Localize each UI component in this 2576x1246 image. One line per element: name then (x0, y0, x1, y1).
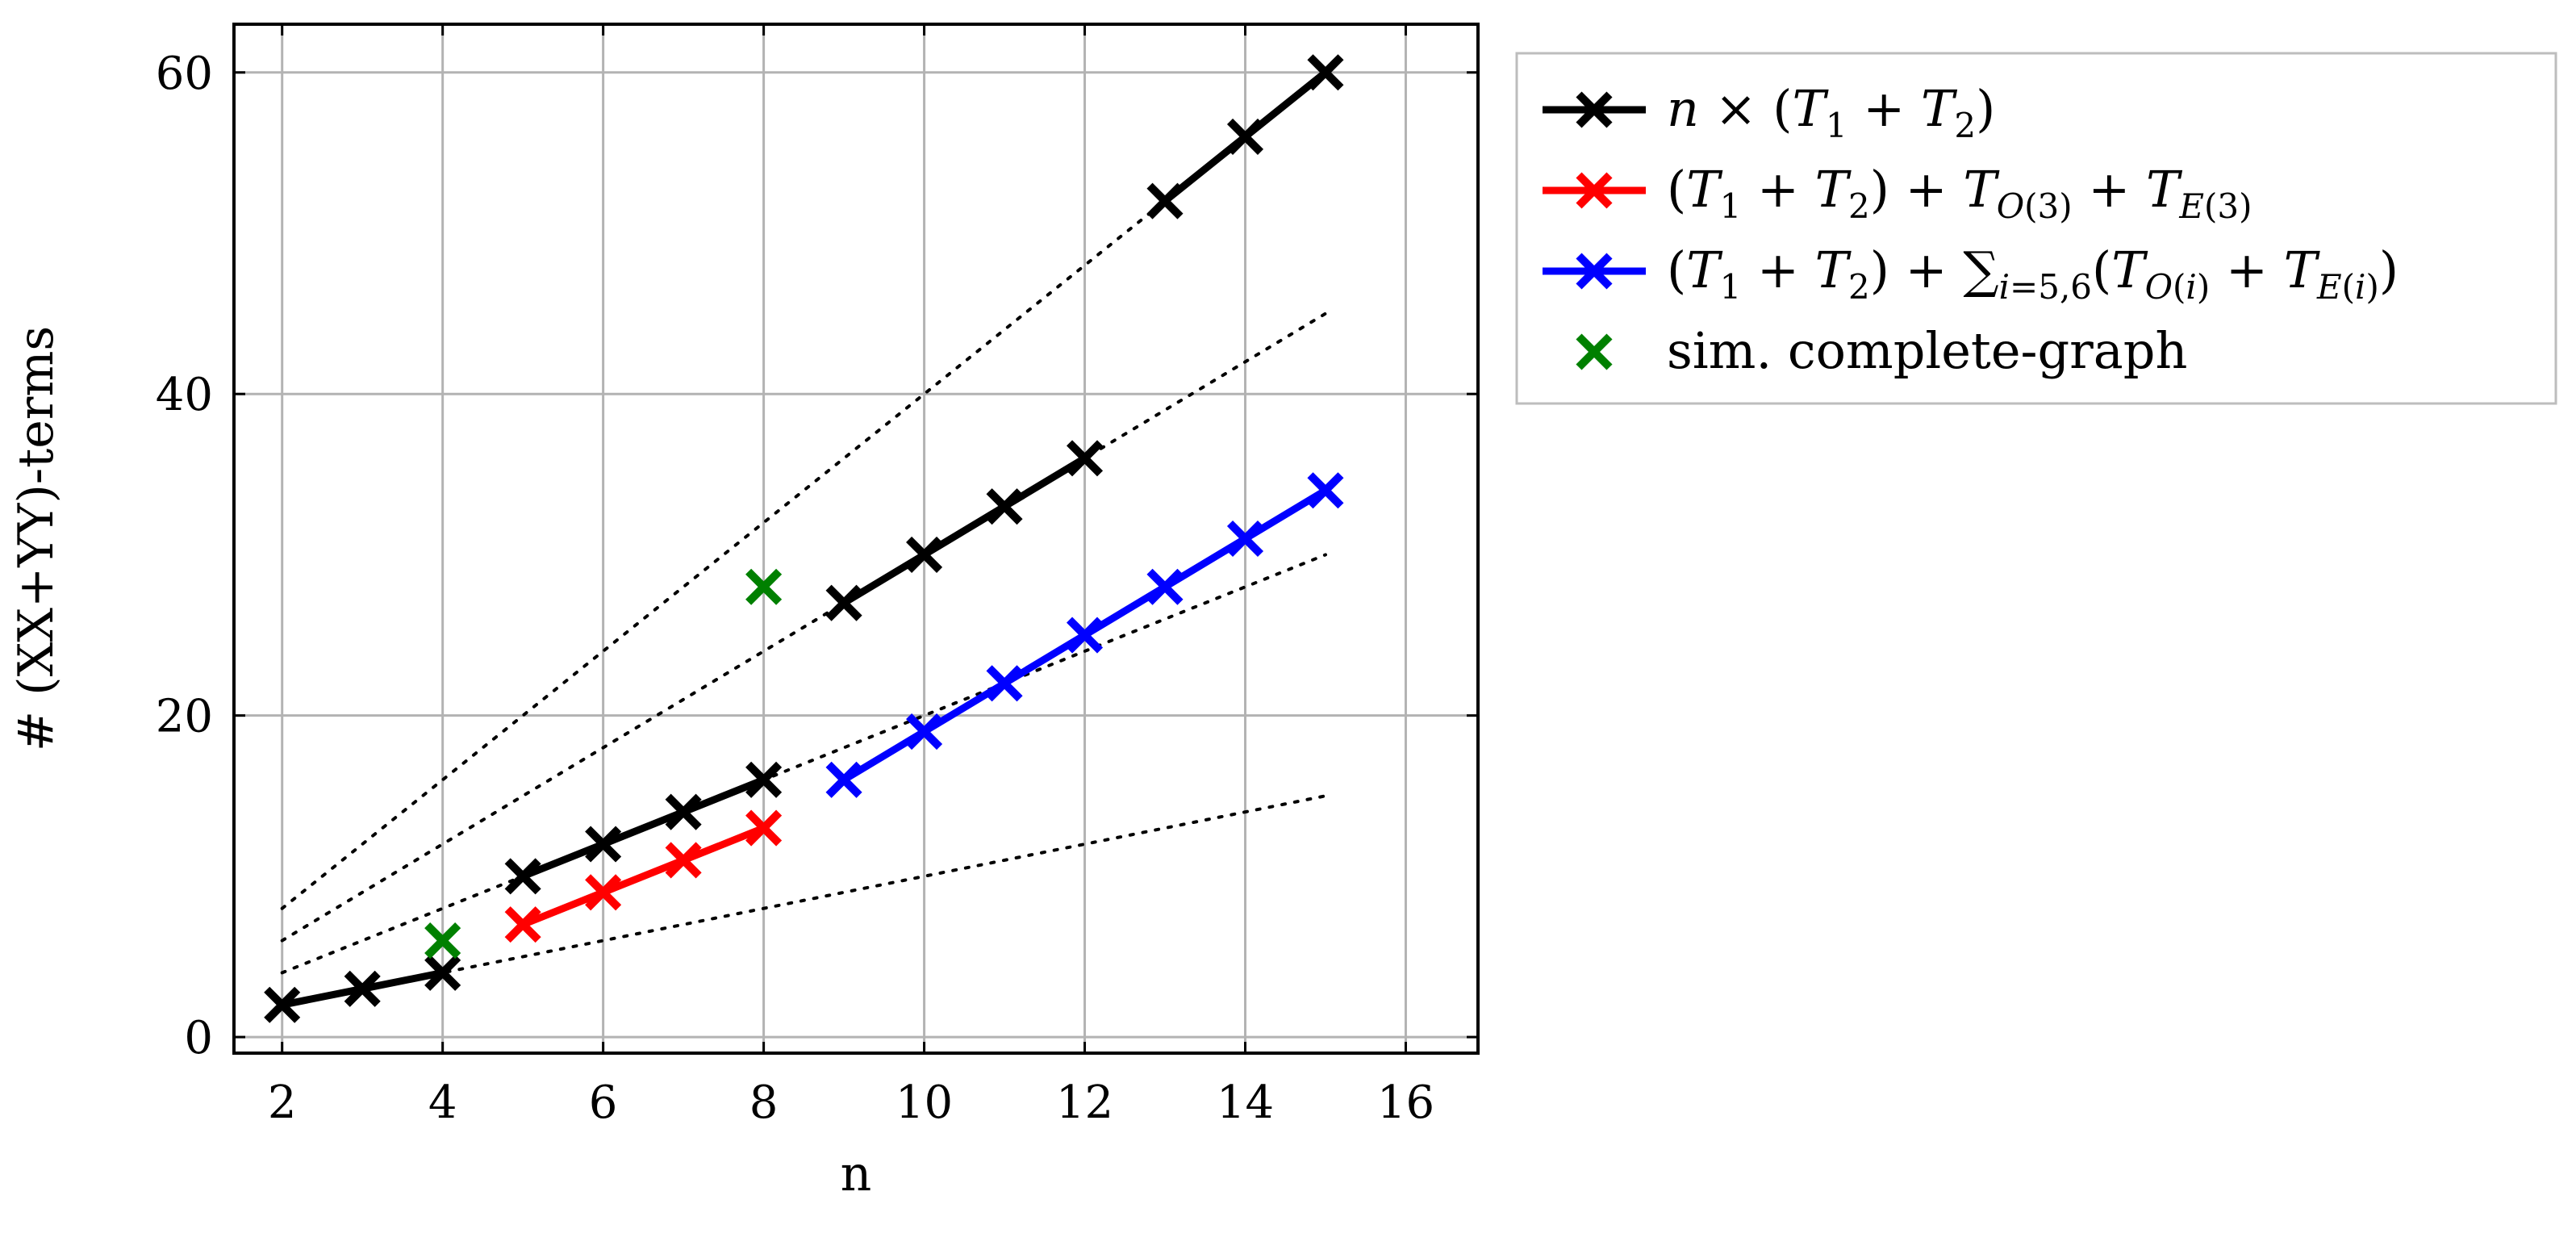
x-tick-label: 2 (268, 1077, 297, 1129)
marker-stroke (906, 536, 943, 573)
data-point (1226, 118, 1264, 155)
data-point (344, 970, 381, 1007)
marker-stroke (1307, 472, 1344, 509)
y-tick-label: 40 (156, 369, 213, 421)
series-layer (264, 54, 1344, 1023)
data-point (504, 858, 541, 895)
marker-stroke (424, 954, 461, 991)
x-tick-label: 10 (896, 1077, 953, 1129)
plot-frame (232, 23, 1480, 1055)
data-point (906, 713, 943, 751)
data-point (986, 488, 1023, 525)
x-tick-label: 14 (1217, 1077, 1274, 1129)
data-point (264, 986, 301, 1023)
marker-stroke (1066, 440, 1104, 477)
marker-stroke (1226, 118, 1264, 155)
marker-stroke (424, 922, 461, 960)
data-point (424, 922, 461, 960)
x-tick-label: 8 (749, 1077, 779, 1129)
marker-stroke (1576, 333, 1613, 370)
y-tick-label: 60 (156, 48, 213, 100)
marker-stroke (665, 793, 702, 830)
marker-stroke (665, 842, 702, 879)
legend-box (1515, 52, 2557, 405)
marker-stroke (504, 858, 541, 895)
y-tick-label: 20 (156, 691, 213, 743)
data-point (1066, 440, 1104, 477)
marker-stroke (986, 488, 1023, 525)
marker-stroke (1307, 54, 1344, 91)
reference-line (280, 794, 1327, 1007)
legend-swatch-marker (1576, 91, 1613, 128)
legend-label-complete-graph: sim. complete-graph (1667, 321, 2187, 380)
legend-label-odd-even-3: (T1 + T2) + TO(3) + TE(3) (1667, 160, 2252, 226)
x-tick-label: 12 (1056, 1077, 1113, 1129)
data-point (504, 906, 541, 943)
marker-stroke (1576, 172, 1613, 209)
data-point (745, 809, 783, 847)
legend-swatch-marker (1576, 172, 1613, 209)
legend: n × (T1 + T2) (T1 + T2) + TO(3) + TE(3) … (1515, 52, 2557, 405)
series-line (521, 776, 766, 880)
marker-stroke (585, 826, 622, 863)
series-2 (825, 472, 1344, 798)
series-1 (504, 809, 783, 943)
data-point (424, 954, 461, 991)
marker-stroke (1066, 617, 1104, 654)
x-axis-label: n (841, 1146, 872, 1202)
reference-line (280, 553, 1327, 975)
marker-stroke (986, 665, 1023, 702)
marker-stroke (745, 809, 783, 847)
data-point (745, 568, 783, 605)
data-point (745, 761, 783, 798)
legend-label-product: n × (T1 + T2) (1667, 79, 1995, 145)
data-point (1066, 617, 1104, 654)
legend-swatch-marker (1576, 333, 1613, 370)
x-tick-label: 16 (1377, 1077, 1434, 1129)
reference-line (280, 312, 1327, 943)
data-point (1146, 568, 1184, 605)
marker-stroke (585, 874, 622, 911)
reference-lines (280, 70, 1327, 1007)
data-point (906, 536, 943, 573)
data-point (1146, 182, 1184, 220)
data-point (585, 826, 622, 863)
marker-stroke (1226, 520, 1264, 558)
data-point (986, 665, 1023, 702)
marker-stroke (504, 906, 541, 943)
marker-stroke (264, 986, 301, 1023)
marker-stroke (745, 761, 783, 798)
data-point (665, 842, 702, 879)
data-point (825, 761, 862, 798)
legend-label-sum-5-6: (T1 + T2) + ∑i=5,6(TO(i) + TE(i)) (1667, 240, 2399, 307)
series-3 (424, 568, 783, 960)
data-point (585, 874, 622, 911)
marker-stroke (1146, 182, 1184, 220)
y-tick-label: 0 (184, 1012, 213, 1064)
marker-stroke (1576, 253, 1613, 290)
x-tick-label: 6 (589, 1077, 618, 1129)
series-0 (264, 54, 1344, 1023)
data-point (1226, 520, 1264, 558)
marker-stroke (745, 568, 783, 605)
legend-swatch-marker (1576, 253, 1613, 290)
series-line (521, 824, 766, 928)
marker-stroke (825, 584, 862, 621)
x-tick-label: 4 (428, 1077, 457, 1129)
y-axis-label: # (XX+YY)-terms (8, 326, 65, 751)
series-line (841, 455, 1087, 607)
data-point (825, 584, 862, 621)
marker-stroke (1146, 568, 1184, 605)
marker-stroke (825, 761, 862, 798)
data-point (665, 793, 702, 830)
ticks: 2 4 6 8 10 12 14 16 0 20 40 60 (156, 24, 1478, 1129)
data-point (1307, 472, 1344, 509)
data-point (1307, 54, 1344, 91)
marker-stroke (906, 713, 943, 751)
marker-stroke (344, 970, 381, 1007)
marker-stroke (1576, 91, 1613, 128)
grid (234, 24, 1478, 1053)
